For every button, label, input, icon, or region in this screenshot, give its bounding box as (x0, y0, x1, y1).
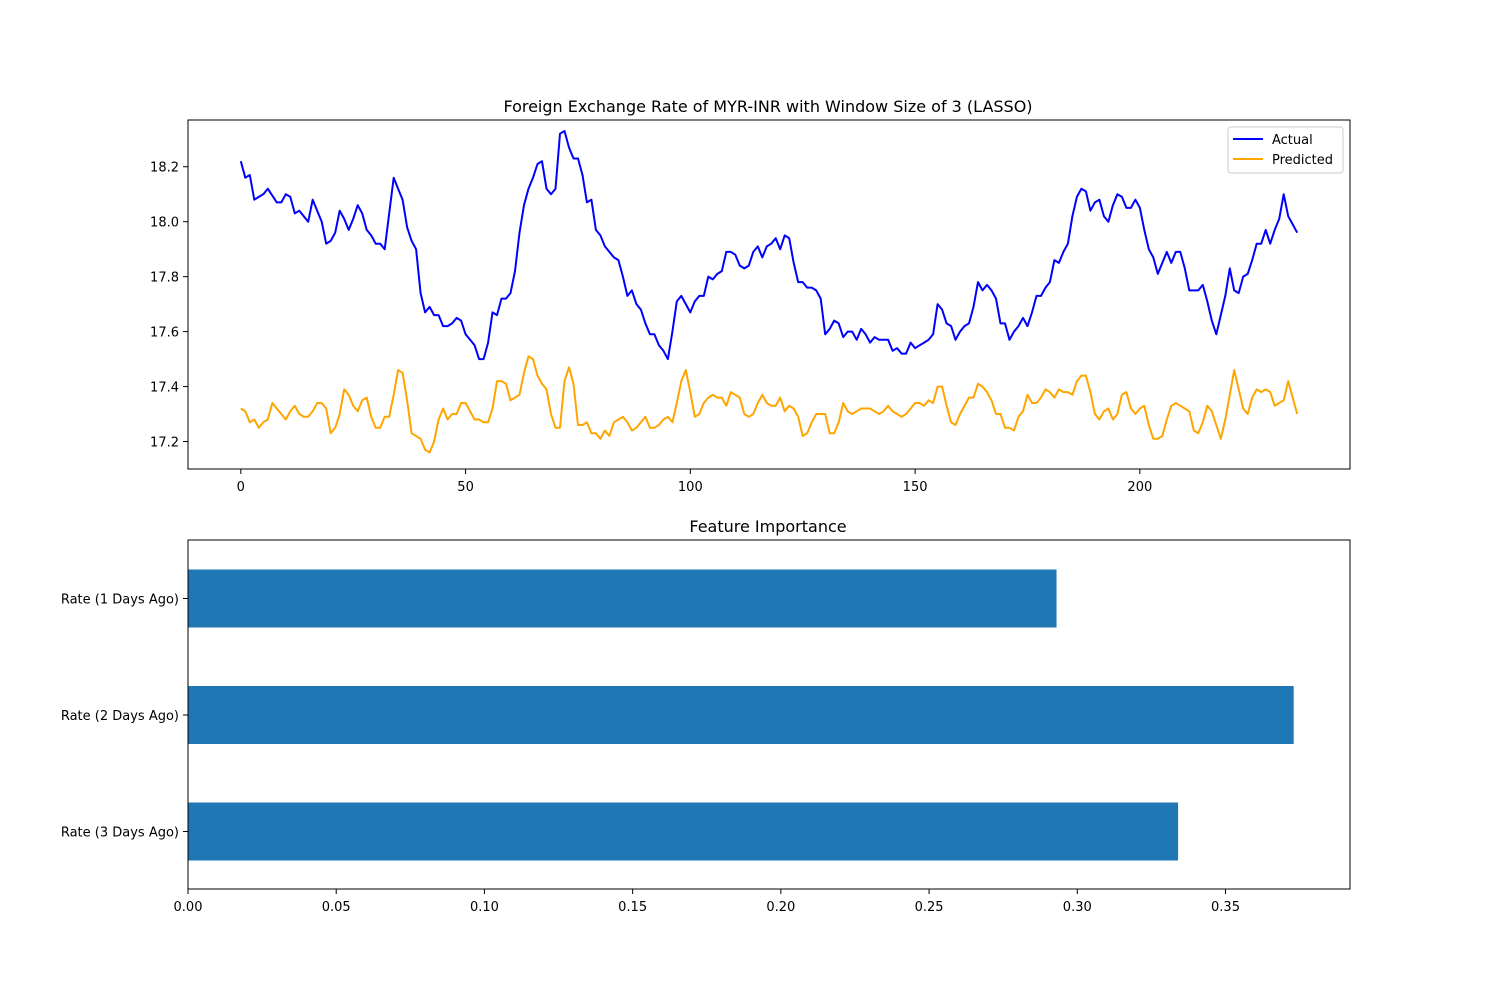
line-x-tick-label: 100 (678, 480, 703, 495)
line-y-tick-label: 17.2 (150, 436, 179, 451)
bar-x-tick-label: 0.00 (174, 900, 203, 915)
line-chart-series (239, 130, 1299, 454)
line-chart-x-axis: 0 50 100 150 200 (237, 469, 1152, 495)
bar-chart-title: Feature Importance (689, 517, 846, 536)
bar-chart: Feature Importance 0.00 0.05 0.10 0.15 0.20 0… (61, 517, 1351, 915)
line-chart-plot-frame (187, 119, 1351, 470)
bar-x-tick-label: 0.20 (766, 900, 795, 915)
line-y-tick-label: 17.6 (150, 326, 179, 341)
bar-x-tick-label: 0.15 (618, 900, 647, 915)
line-x-tick-label: 0 (237, 480, 245, 495)
bar-x-tick-label: 0.05 (322, 900, 351, 915)
bar-x-tick-label: 0.25 (915, 900, 944, 915)
line-chart: Foreign Exchange Rate of MYR-INR with Wi… (150, 97, 1351, 495)
bar-category-label: Rate (2 Days Ago) (61, 709, 179, 724)
bar-chart-x-axis: 0.00 0.05 0.10 0.15 0.20 0.25 0.30 0.35 (174, 889, 1240, 915)
bar-1 (188, 569, 1057, 628)
line-x-tick-label: 200 (1127, 480, 1152, 495)
legend-actual-label: Actual (1272, 133, 1313, 148)
line-x-tick-label: 150 (903, 480, 928, 495)
bar-chart-plot-frame (187, 539, 1351, 890)
line-chart-legend: Actual Predicted (1227, 126, 1344, 174)
line-chart-title: Foreign Exchange Rate of MYR-INR with Wi… (503, 97, 1032, 116)
line-y-tick-label: 18.2 (150, 161, 179, 176)
bar-category-label: Rate (3 Days Ago) (61, 826, 179, 841)
line-chart-y-axis: 17.2 17.4 17.6 17.8 18.0 18.2 (150, 161, 188, 451)
series-predicted-line (240, 355, 1299, 454)
line-y-tick-label: 17.8 (150, 271, 179, 286)
bar-2 (188, 686, 1294, 744)
line-y-tick-label: 18.0 (150, 216, 179, 231)
bar-chart-bars (188, 569, 1294, 861)
bar-chart-y-axis: Rate (1 Days Ago) Rate (2 Days Ago) Rate (… (61, 593, 188, 841)
series-actual-line (239, 130, 1299, 361)
bar-x-tick-label: 0.10 (470, 900, 499, 915)
bar-category-label: Rate (1 Days Ago) (61, 593, 179, 608)
legend-predicted-label: Predicted (1272, 153, 1333, 168)
line-x-tick-label: 50 (457, 480, 474, 495)
bar-x-tick-label: 0.35 (1211, 900, 1240, 915)
line-y-tick-label: 17.4 (150, 381, 179, 396)
bar-x-tick-label: 0.30 (1063, 900, 1092, 915)
bar-3 (188, 802, 1179, 861)
